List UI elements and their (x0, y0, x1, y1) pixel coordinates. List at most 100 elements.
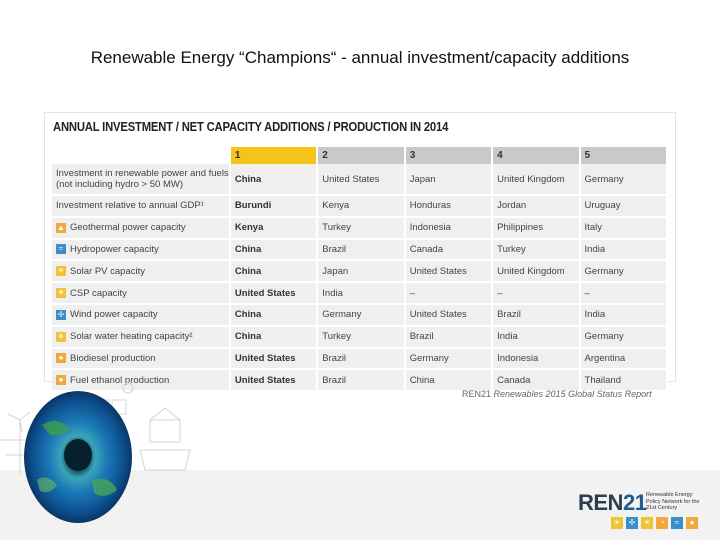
ethanol-icon: ● (56, 375, 66, 386)
table-cell: – (579, 282, 669, 305)
table-cell: United States (229, 282, 319, 305)
table-cell: Germany (579, 260, 669, 284)
table-cell: China (229, 325, 319, 349)
table-cell: United States (317, 164, 406, 196)
wind-icon: ✢ (626, 517, 638, 529)
table-cell: Brazil (404, 325, 494, 349)
table-row: ☀ Solar water heating capacity² China Tur… (52, 325, 669, 349)
ren21-logo: REN21 Renewable Energy Policy Network fo… (578, 490, 708, 530)
solar-thermal-icon: ☀ (641, 517, 653, 529)
row-label-cell: ● Biodiesel production (52, 347, 231, 371)
table-cell: United Kingdom (492, 260, 581, 284)
table-cell: Italy (579, 216, 669, 240)
table-cell: Thailand (579, 369, 669, 393)
champions-table: 1 2 3 4 5 Investment in renewable power … (52, 147, 669, 393)
table-cell: Germany (579, 325, 669, 349)
rank-header-2: 2 (317, 147, 406, 164)
table-row: ≈ Hydropower capacity China Brazil Canada… (52, 238, 669, 262)
table-cell: Honduras (404, 195, 494, 218)
table-cell: Brazil (492, 303, 581, 327)
table-cell: China (404, 369, 494, 393)
row-label: Investment relative to annual GDP¹ (56, 200, 204, 212)
table-cell: Burundi (229, 195, 319, 218)
rank-header-1: 1 (229, 147, 319, 164)
table-row: ☀ CSP capacity United States India – – – (52, 282, 669, 305)
table-cell: Brazil (317, 347, 406, 371)
hydropower-icon: ≈ (56, 244, 66, 255)
table-cell: United Kingdom (492, 164, 581, 196)
row-label-cell: ✢ Wind power capacity (52, 303, 231, 327)
table-row: ● Fuel ethanol production United States B… (52, 369, 669, 393)
table-cell: Japan (317, 260, 406, 284)
table-row: ▲ Geothermal power capacity Kenya Turkey … (52, 216, 669, 240)
table-cell: Indonesia (404, 216, 494, 240)
table-cell: Uruguay (579, 195, 669, 218)
table-cell: Germany (579, 164, 669, 196)
row-label-cell: ☀ CSP capacity (52, 282, 231, 305)
row-label: Solar PV capacity (70, 265, 145, 277)
row-label-cell: ☀ Solar water heating capacity² (52, 325, 231, 349)
solar-pv-icon: ☀ (56, 266, 66, 277)
row-label-cell: Investment relative to annual GDP¹ (52, 195, 231, 218)
wind-icon: ✢ (56, 309, 66, 320)
logo-tagline: Renewable Energy Policy Network for the … (646, 492, 700, 511)
row-label: Solar water heating capacity² (70, 331, 193, 343)
rank-header-3: 3 (404, 147, 494, 164)
source-citation: REN21 Renewables 2015 Global Status Repo… (462, 389, 652, 399)
table-row: Investment relative to annual GDP¹ Burun… (52, 195, 669, 218)
table-cell: Turkey (317, 325, 406, 349)
solar-icon: ☀ (611, 517, 623, 529)
table-cell: China (229, 303, 319, 327)
geothermal-icon: ▲ (56, 222, 66, 233)
row-label-cell: ● Fuel ethanol production (52, 369, 231, 393)
table-cell: Canada (404, 238, 494, 262)
table-cell: India (579, 303, 669, 327)
power-icon: ◔ (656, 517, 668, 529)
row-label-cell: ≈ Hydropower capacity (52, 238, 231, 262)
table-cell: United States (404, 260, 494, 284)
table-cell: India (317, 282, 406, 305)
hydro-icon: ≈ (671, 517, 683, 529)
row-label-cell: Investment in renewable power and fuels … (52, 164, 231, 196)
table-cell: Turkey (492, 238, 581, 262)
table-cell: Indonesia (492, 347, 581, 371)
row-label: Investment in renewable power and fuels … (56, 168, 229, 190)
table-cell: Philippines (492, 216, 581, 240)
row-label: Wind power capacity (70, 309, 158, 321)
table-cell: China (229, 260, 319, 284)
table-cell: China (229, 164, 319, 196)
row-label: Hydropower capacity (70, 243, 159, 255)
table-heading: ANNUAL INVESTMENT / NET CAPACITY ADDITIO… (53, 120, 449, 134)
rank-header-5: 5 (579, 147, 669, 164)
table-cell: Canada (492, 369, 581, 393)
row-label: Fuel ethanol production (70, 374, 170, 386)
table-cell: Brazil (317, 238, 406, 262)
table-cell: Germany (404, 347, 494, 371)
rank-header-4: 4 (492, 147, 581, 164)
globe-eye-image (24, 391, 132, 523)
table-cell: Jordan (492, 195, 581, 218)
table-row: ☀ Solar PV capacity China Japan United St… (52, 260, 669, 284)
solar-thermal-icon: ☀ (56, 331, 66, 342)
table-cell: India (579, 238, 669, 262)
row-label-cell: ▲ Geothermal power capacity (52, 216, 231, 240)
table-cell: Brazil (317, 369, 406, 393)
table-row: ✢ Wind power capacity China Germany Unite… (52, 303, 669, 327)
bioenergy-icon: ● (686, 517, 698, 529)
csp-icon: ☀ (56, 288, 66, 299)
table-cell: Kenya (317, 195, 406, 218)
table-cell: Germany (317, 303, 406, 327)
logo-icon-row: ☀ ✢ ☀ ◔ ≈ ● (611, 517, 698, 529)
table-cell: United States (404, 303, 494, 327)
table-cell: Turkey (317, 216, 406, 240)
header-blank-cell (52, 147, 231, 164)
table-header-row: 1 2 3 4 5 (52, 147, 669, 164)
table-cell: Kenya (229, 216, 319, 240)
row-label: Geothermal power capacity (70, 222, 186, 234)
row-label: CSP capacity (70, 287, 127, 299)
slide-title: Renewable Energy “Champions“ - annual in… (90, 48, 630, 67)
logo-wordmark: REN21 (578, 490, 647, 515)
table-cell: India (492, 325, 581, 349)
biodiesel-icon: ● (56, 353, 66, 364)
table-cell: China (229, 238, 319, 262)
